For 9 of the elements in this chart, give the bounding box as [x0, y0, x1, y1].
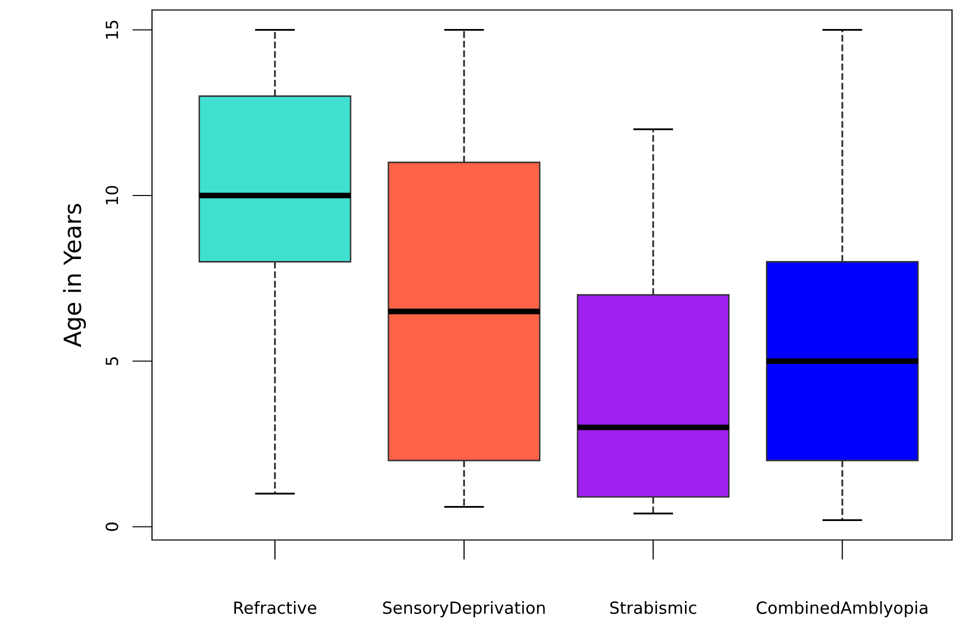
- y-tick-label: 5: [106, 357, 118, 366]
- x-tick-label: SensoryDeprivation: [383, 601, 545, 618]
- y-axis-title: Age in Years: [63, 204, 86, 348]
- y-tick-label: 0: [106, 522, 118, 531]
- x-tick-label: CombinedAmblyopia: [756, 601, 928, 618]
- y-tick-label: 10: [106, 186, 118, 204]
- x-tick-label: Refractive: [234, 601, 316, 614]
- x-tick-label: Strabismic: [610, 601, 696, 614]
- y-tick-label: 15: [106, 20, 118, 39]
